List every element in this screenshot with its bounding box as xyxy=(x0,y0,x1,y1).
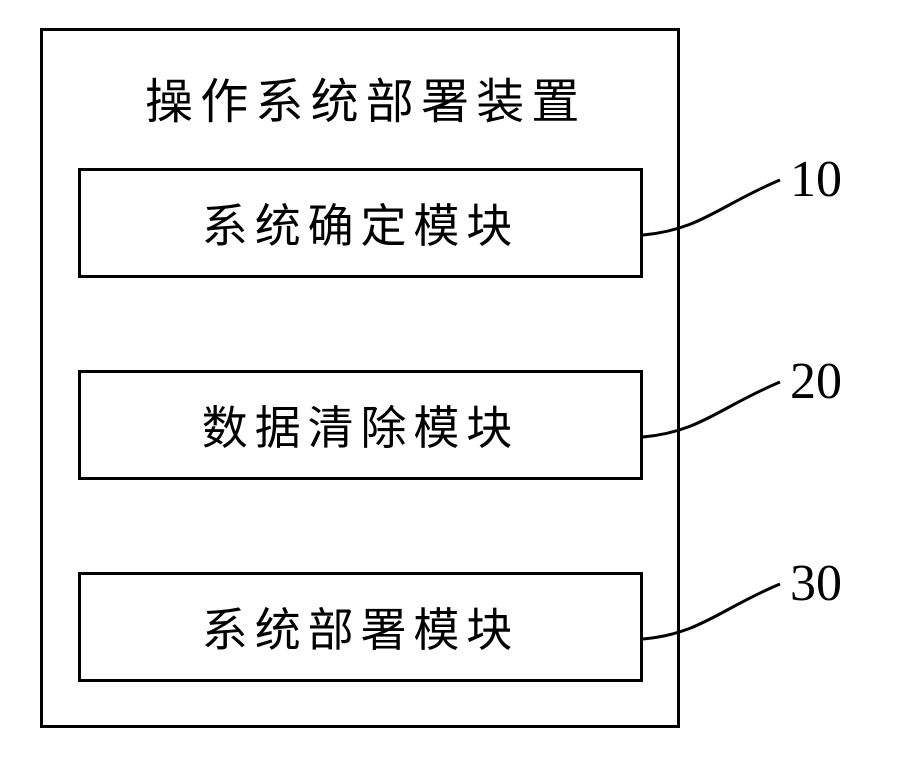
callout-curve-0 xyxy=(633,170,790,245)
callout-curve-2 xyxy=(633,574,790,649)
module-label-1: 数据清除模块 xyxy=(202,392,519,458)
callout-curve-1 xyxy=(633,372,790,447)
module-label-0: 系统确定模块 xyxy=(202,190,519,256)
diagram-title: 操作系统部署装置 xyxy=(145,62,587,132)
module-label-2: 系统部署模块 xyxy=(202,594,519,660)
callout-number-2: 30 xyxy=(790,554,842,613)
module-box-1: 数据清除模块 xyxy=(78,370,643,480)
callout-number-1: 20 xyxy=(790,352,842,411)
callout-number-0: 10 xyxy=(790,150,842,209)
module-box-0: 系统确定模块 xyxy=(78,168,643,278)
module-box-2: 系统部署模块 xyxy=(78,572,643,682)
